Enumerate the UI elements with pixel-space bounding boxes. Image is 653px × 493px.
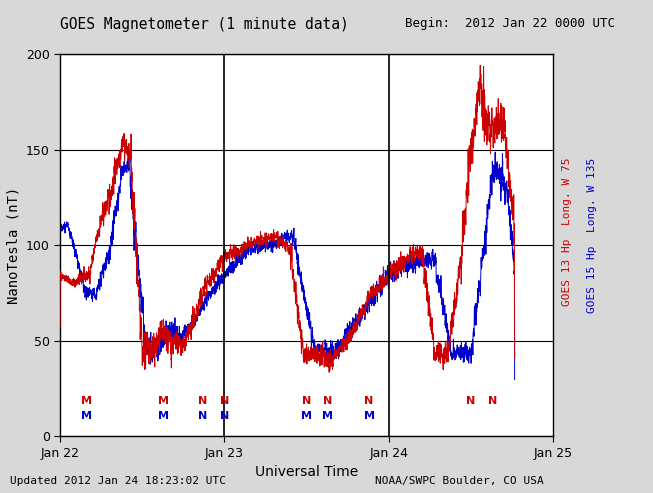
Text: Begin:  2012 Jan 22 0000 UTC: Begin: 2012 Jan 22 0000 UTC [405, 17, 615, 30]
Text: Updated 2012 Jan 24 18:23:02 UTC: Updated 2012 Jan 24 18:23:02 UTC [10, 476, 226, 486]
Text: N: N [466, 396, 475, 406]
Text: GOES 15 Hp  Long. W 135: GOES 15 Hp Long. W 135 [587, 158, 597, 313]
Text: GOES 13 Hp  Long. W 75: GOES 13 Hp Long. W 75 [562, 158, 572, 306]
Text: M: M [323, 411, 334, 421]
Text: N: N [220, 396, 229, 406]
Text: M: M [364, 411, 375, 421]
Text: M: M [81, 411, 92, 421]
Text: N: N [323, 396, 332, 406]
Text: N: N [199, 396, 208, 406]
Text: M: M [158, 411, 169, 421]
Text: GOES Magnetometer (1 minute data): GOES Magnetometer (1 minute data) [60, 17, 349, 32]
Text: M: M [81, 396, 92, 406]
Text: N: N [364, 396, 374, 406]
Text: N: N [199, 411, 208, 421]
Text: N: N [302, 396, 311, 406]
Text: M: M [158, 396, 169, 406]
X-axis label: Universal Time: Universal Time [255, 465, 358, 479]
Text: N: N [220, 411, 229, 421]
Text: N: N [488, 396, 497, 406]
Text: M: M [301, 411, 312, 421]
Y-axis label: NanoTesla (nT): NanoTesla (nT) [7, 187, 20, 304]
Text: NOAA/SWPC Boulder, CO USA: NOAA/SWPC Boulder, CO USA [375, 476, 544, 486]
